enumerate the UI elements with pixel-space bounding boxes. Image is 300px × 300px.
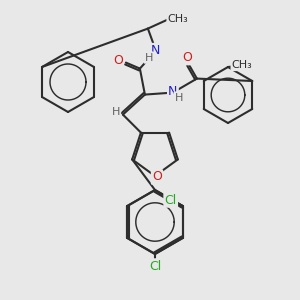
Text: Cl: Cl: [165, 194, 177, 206]
Text: H: H: [112, 106, 120, 117]
Text: N: N: [151, 44, 160, 57]
Text: H: H: [175, 93, 183, 103]
Text: CH₃: CH₃: [167, 14, 188, 24]
Text: O: O: [152, 170, 162, 184]
Text: O: O: [182, 51, 192, 64]
Text: O: O: [113, 54, 123, 67]
Text: CH₃: CH₃: [232, 60, 252, 70]
Text: Cl: Cl: [149, 260, 161, 272]
Text: N: N: [168, 85, 178, 98]
Text: H: H: [145, 52, 153, 63]
